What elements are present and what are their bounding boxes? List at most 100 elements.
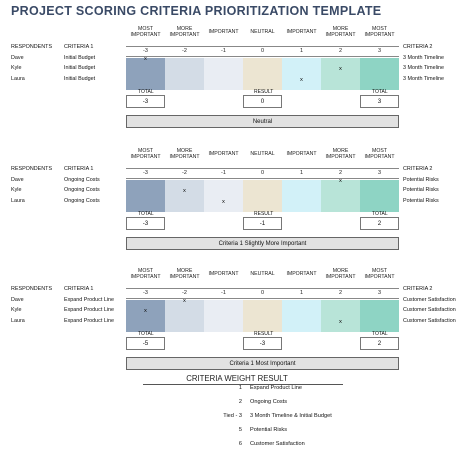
scale-value: 2 [338,48,343,54]
scale-header: MORE IMPORTANT [169,148,200,160]
weight-rank: Tied - 3 [223,413,242,419]
total-right-label: TOTAL [372,89,388,95]
rating-cell[interactable]: x [204,180,243,212]
scale-header: NEUTRAL [250,151,275,158]
scale-header: MOST IMPORTANT [130,268,161,280]
rating-cell[interactable] [204,58,243,90]
scale-header: IMPORTANT [286,271,317,278]
rating-cell[interactable] [165,58,204,90]
result-label: RESULT [254,331,274,337]
scale-value: 0 [260,170,265,176]
respondent-criteria1: Expand Product Line [64,307,115,313]
total-left-label: TOTAL [138,211,154,217]
result-summary-bar: Criteria 1 Slightly More Important [126,237,399,250]
respondent-criteria1: Expand Product Line [64,318,115,324]
scale-header: IMPORTANT [286,29,317,36]
criteria2-header: CRITERIA 2 [403,44,433,50]
scale-value: 0 [260,290,265,296]
scale-value: 3 [377,290,382,296]
respondent-criteria1: Ongoing Costs [64,198,100,204]
rating-mark: x [144,56,147,62]
rating-cell[interactable] [204,300,243,332]
respondent-criteria2: Customer Satisfaction [403,307,456,313]
rating-cell[interactable] [360,58,399,90]
respondent-name: Laura [11,198,25,204]
weight-result-title: CRITERIA WEIGHT RESULT [186,374,288,383]
scale-values-row: -3 -2 -1 0 1 2 3 [126,46,399,56]
scale-header: IMPORTANT [208,271,239,278]
rating-cell[interactable] [243,180,282,212]
respondent-name: Dave [11,177,24,183]
values-divider [126,178,399,179]
result-value: -3 [243,337,282,350]
rating-mark: x [183,298,186,304]
rating-cell[interactable]: x [165,180,204,212]
rating-cell[interactable]: x [321,300,360,332]
rating-cell[interactable] [243,300,282,332]
scale-header: MORE IMPORTANT [325,268,356,280]
respondent-criteria2: Potential Risks [403,198,439,204]
rating-cell[interactable]: x [165,298,204,332]
respondent-criteria2: Potential Risks [403,177,439,183]
scale-value: 1 [299,170,304,176]
rating-cell[interactable]: x [126,56,165,90]
rating-cell[interactable] [282,300,321,332]
scale-value: 2 [338,290,343,296]
scale-header: NEUTRAL [250,271,275,278]
weight-criteria-name: Customer Satisfaction [250,441,305,447]
scale-value: -3 [143,170,148,176]
scale-header: MOST IMPORTANT [364,148,395,160]
respondents-header: RESPONDENTS [11,286,53,292]
respondent-criteria2: 3 Month Timeline [403,76,445,82]
rating-cell[interactable]: x [321,58,360,90]
respondent-criteria2: 3 Month Timeline [403,65,445,71]
respondent-criteria1: Ongoing Costs [64,187,100,193]
scale-value: -1 [221,290,226,296]
rating-cell[interactable]: x [126,300,165,332]
criteria1-header: CRITERIA 1 [64,286,94,292]
rating-cell[interactable] [360,300,399,332]
scale-header: NEUTRAL [250,29,275,36]
scale-value: 1 [299,48,304,54]
scale-value: 1 [299,290,304,296]
rating-scale: x x x [126,298,399,332]
weight-result-row: Tied - 3 3 Month Timeline & Initial Budge… [0,413,474,424]
total-right-value: 2 [360,337,399,350]
total-right-label: TOTAL [372,331,388,337]
respondent-criteria1: Ongoing Costs [64,177,100,183]
total-right-value: 2 [360,217,399,230]
values-divider [126,56,399,57]
scale-value: -2 [182,170,187,176]
result-label: RESULT [254,89,274,95]
scale-value: -1 [221,48,226,54]
rating-mark: x [222,199,225,205]
weight-criteria-name: Ongoing Costs [250,399,288,405]
total-left-label: TOTAL [138,331,154,337]
respondent-criteria2: Customer Satisfaction [403,297,456,303]
rating-cell[interactable]: x [282,58,321,90]
weight-result-row: 6 Customer Satisfaction [0,441,474,452]
respondent-name: Kyle [11,187,22,193]
result-summary-bar: Criteria 1 Most Important [126,357,399,370]
rating-cell[interactable] [126,180,165,212]
weight-result-divider [143,384,343,385]
respondent-criteria1: Initial Budget [64,55,96,61]
rating-cell[interactable] [360,180,399,212]
scale-header: MOST IMPORTANT [364,268,395,280]
weight-criteria-name: Expand Product Line [250,385,302,391]
scale-header: MORE IMPORTANT [169,268,200,280]
rating-cell[interactable] [243,58,282,90]
criteria1-header: CRITERIA 1 [64,44,94,50]
total-left-value: -5 [126,337,165,350]
criteria1-header: CRITERIA 1 [64,166,94,172]
rating-scale: x x x [126,178,399,212]
total-right-value: 3 [360,95,399,108]
criteria2-header: CRITERIA 2 [403,166,433,172]
rating-cell[interactable] [282,180,321,212]
rating-scale: x x x [126,56,399,90]
values-divider [126,298,399,299]
weight-criteria-name: 3 Month Timeline & Initial Budget [250,413,332,419]
scale-values-row: -3 -2 -1 0 1 2 3 [126,288,399,298]
rating-cell[interactable]: x [321,178,360,212]
respondent-name: Kyle [11,65,22,71]
